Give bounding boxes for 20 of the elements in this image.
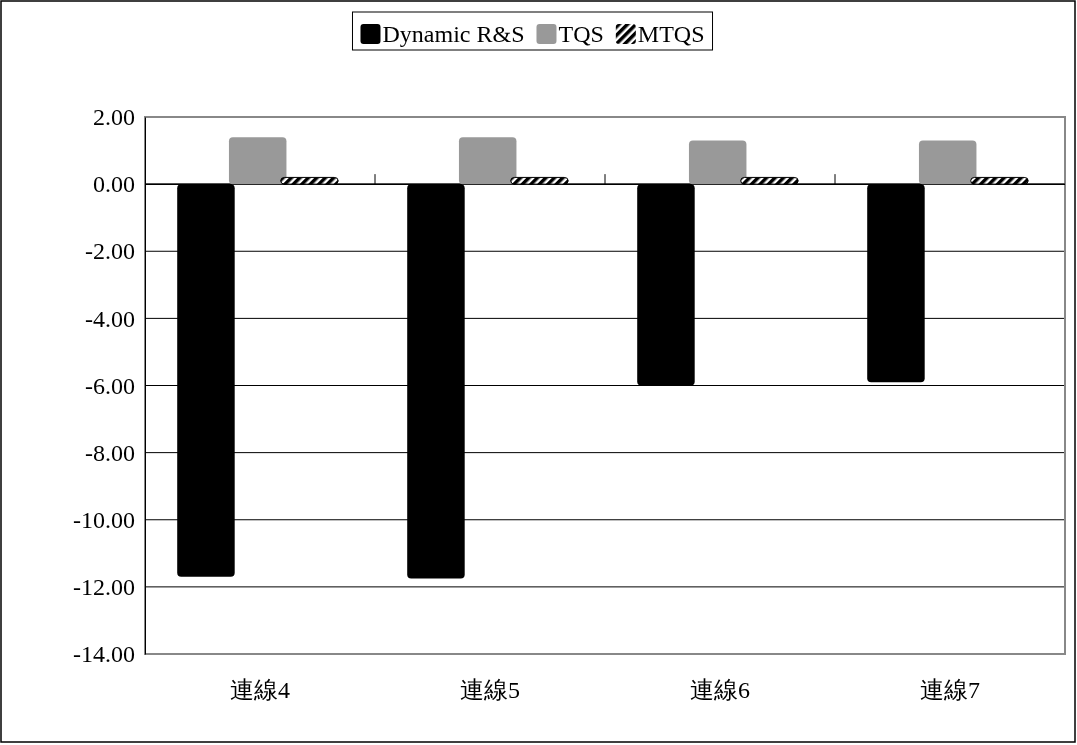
y-tick-label: -8.00 bbox=[85, 439, 135, 466]
x-tick-label: 連線6 bbox=[690, 677, 750, 703]
bar bbox=[458, 137, 517, 185]
legend-label: Dynamic R&S bbox=[382, 21, 525, 47]
y-tick-label: -4.00 bbox=[85, 305, 135, 332]
y-tick-label: -2.00 bbox=[85, 238, 135, 265]
legend-label: TQS bbox=[558, 21, 604, 47]
legend-label: MTQS bbox=[637, 21, 705, 47]
y-tick-label: -6.00 bbox=[85, 372, 135, 399]
y-tick-label: -10.00 bbox=[73, 506, 135, 533]
bar bbox=[228, 137, 287, 185]
y-tick-label: 2.00 bbox=[93, 104, 135, 131]
y-tick-label: -14.00 bbox=[73, 641, 135, 668]
x-tick-label: 連線4 bbox=[230, 677, 290, 703]
x-tick-label: 連線5 bbox=[460, 677, 520, 703]
y-tick-label: -12.00 bbox=[73, 574, 135, 601]
bar bbox=[918, 140, 977, 185]
x-tick-label: 連線7 bbox=[920, 677, 980, 703]
bar bbox=[688, 140, 747, 185]
y-tick-label: 0.00 bbox=[93, 171, 135, 198]
